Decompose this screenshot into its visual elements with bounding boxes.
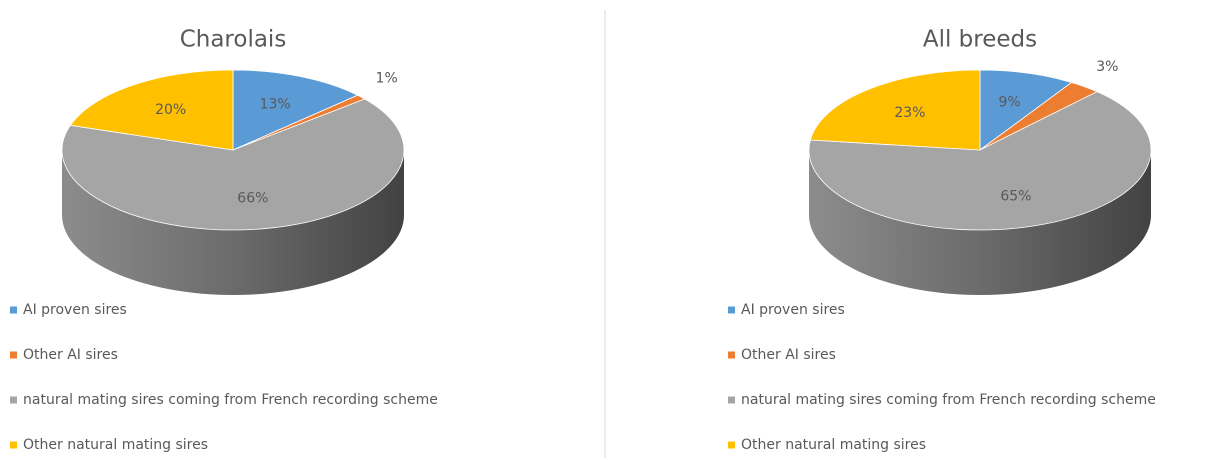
data-label: 20%	[155, 102, 186, 118]
side-shade	[62, 150, 404, 295]
legend-label: natural mating sires coming from French …	[741, 392, 1156, 408]
legend-swatch	[728, 306, 735, 314]
legend-label: AI proven sires	[741, 302, 845, 318]
legend-label: natural mating sires coming from French …	[23, 392, 438, 408]
slice	[979, 69, 1073, 151]
legend-label: Other natural mating sires	[23, 437, 208, 453]
slice	[232, 69, 359, 151]
legend-swatch	[728, 351, 735, 359]
data-label: 9%	[998, 94, 1020, 110]
data-label: 65%	[1000, 189, 1031, 205]
legend-swatch	[10, 306, 17, 314]
chart-title: Charolais	[180, 27, 287, 53]
side-shade	[809, 150, 1151, 295]
slice	[69, 69, 234, 151]
legend-swatch	[10, 441, 17, 449]
slice	[809, 69, 981, 151]
data-label: 66%	[237, 191, 268, 207]
legend-swatch	[10, 351, 17, 359]
legend-label: Other natural mating sires	[741, 437, 926, 453]
legend-label: Other AI sires	[23, 347, 118, 363]
slice	[808, 91, 1152, 231]
legend-label: Other AI sires	[741, 347, 836, 363]
data-label: 3%	[1096, 59, 1118, 75]
data-label: 1%	[376, 71, 398, 87]
legend-swatch	[10, 396, 17, 404]
legend-swatch	[728, 441, 735, 449]
legend-label: AI proven sires	[23, 302, 127, 318]
data-label: 13%	[260, 96, 291, 112]
slice	[61, 98, 405, 231]
legend-swatch	[728, 396, 735, 404]
chart-title: All breeds	[923, 27, 1037, 53]
data-label: 23%	[894, 105, 925, 121]
